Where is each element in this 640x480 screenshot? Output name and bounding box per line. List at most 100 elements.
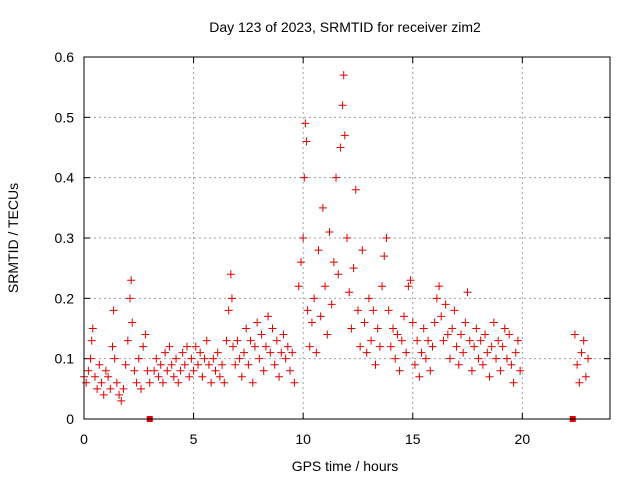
data-point — [380, 252, 389, 261]
data-point — [459, 348, 468, 357]
y-tick-label: 0 — [66, 411, 74, 427]
data-point — [332, 173, 341, 182]
data-point — [435, 282, 444, 291]
data-point — [511, 348, 520, 357]
data-point — [158, 378, 167, 387]
data-point — [101, 366, 110, 375]
x-tick-label: 15 — [405, 431, 421, 447]
data-point — [349, 264, 358, 273]
data-point — [452, 342, 461, 351]
data-point — [270, 360, 279, 369]
data-point — [169, 372, 178, 381]
data-point — [448, 324, 457, 333]
data-point — [187, 354, 196, 363]
data-point — [570, 330, 579, 339]
data-point — [136, 384, 145, 393]
y-axis-label: SRMTID / TECUs — [5, 183, 21, 293]
data-point — [115, 390, 124, 399]
data-point — [128, 318, 137, 327]
data-point — [303, 306, 312, 315]
data-point — [358, 246, 367, 255]
data-point — [248, 378, 257, 387]
data-point — [279, 330, 288, 339]
data-point — [108, 342, 117, 351]
data-point — [183, 342, 192, 351]
data-point — [367, 336, 376, 345]
data-point — [204, 360, 213, 369]
data-point — [426, 366, 435, 375]
data-point — [281, 354, 290, 363]
data-point — [268, 324, 277, 333]
data-point — [172, 354, 181, 363]
x-tick-label: 5 — [190, 431, 198, 447]
plot-frame — [83, 56, 611, 420]
data-point — [384, 306, 393, 315]
data-point — [156, 360, 165, 369]
data-point — [215, 372, 224, 381]
data-point — [266, 348, 275, 357]
data-point — [391, 354, 400, 363]
y-tick-label: 0.3 — [55, 230, 75, 246]
data-point — [340, 131, 349, 140]
data-point — [494, 336, 503, 345]
data-point — [399, 312, 408, 321]
data-point — [264, 312, 273, 321]
data-point — [371, 360, 380, 369]
data-point — [99, 390, 108, 399]
data-point — [209, 354, 218, 363]
data-point — [476, 336, 485, 345]
data-point — [314, 246, 323, 255]
data-point — [325, 227, 334, 236]
data-point — [481, 330, 490, 339]
data-point — [573, 360, 582, 369]
data-point — [290, 378, 299, 387]
data-point — [224, 306, 233, 315]
data-point — [237, 372, 246, 381]
data-point — [417, 348, 426, 357]
data-point — [382, 234, 391, 242]
data-point — [419, 324, 428, 333]
data-point — [513, 336, 522, 345]
data-point — [109, 306, 118, 315]
data-point — [443, 330, 452, 339]
y-tick-label: 0.1 — [55, 351, 75, 367]
data-point — [302, 137, 311, 146]
data-point — [286, 366, 295, 375]
data-point — [502, 354, 511, 363]
data-point — [579, 336, 588, 345]
data-point — [189, 366, 198, 375]
data-point — [244, 360, 253, 369]
data-point — [211, 366, 220, 375]
data-point — [84, 366, 93, 375]
data-point — [375, 342, 384, 351]
data-point — [222, 336, 231, 345]
data-point — [439, 336, 448, 345]
x-tick-label: 0 — [80, 431, 88, 447]
data-point — [307, 318, 316, 327]
data-point — [467, 366, 476, 375]
data-point — [233, 336, 242, 345]
data-point — [507, 360, 516, 369]
data-point — [437, 312, 446, 321]
data-point — [272, 336, 281, 345]
data-point — [424, 336, 433, 345]
data-point — [395, 366, 404, 375]
data-point — [185, 372, 194, 381]
data-point — [334, 270, 343, 279]
data-point — [95, 360, 104, 369]
data-point — [119, 384, 128, 393]
data-point — [235, 354, 244, 363]
data-point — [478, 360, 487, 369]
data-point — [410, 360, 419, 369]
data-point — [339, 71, 348, 80]
data-point — [288, 348, 297, 357]
data-point — [130, 366, 139, 375]
data-point — [250, 342, 259, 351]
data-points — [80, 71, 593, 422]
data-point — [474, 354, 483, 363]
data-point — [198, 372, 207, 381]
data-point — [415, 372, 424, 381]
data-point — [152, 354, 161, 363]
data-point — [299, 234, 308, 242]
data-point — [174, 378, 183, 387]
